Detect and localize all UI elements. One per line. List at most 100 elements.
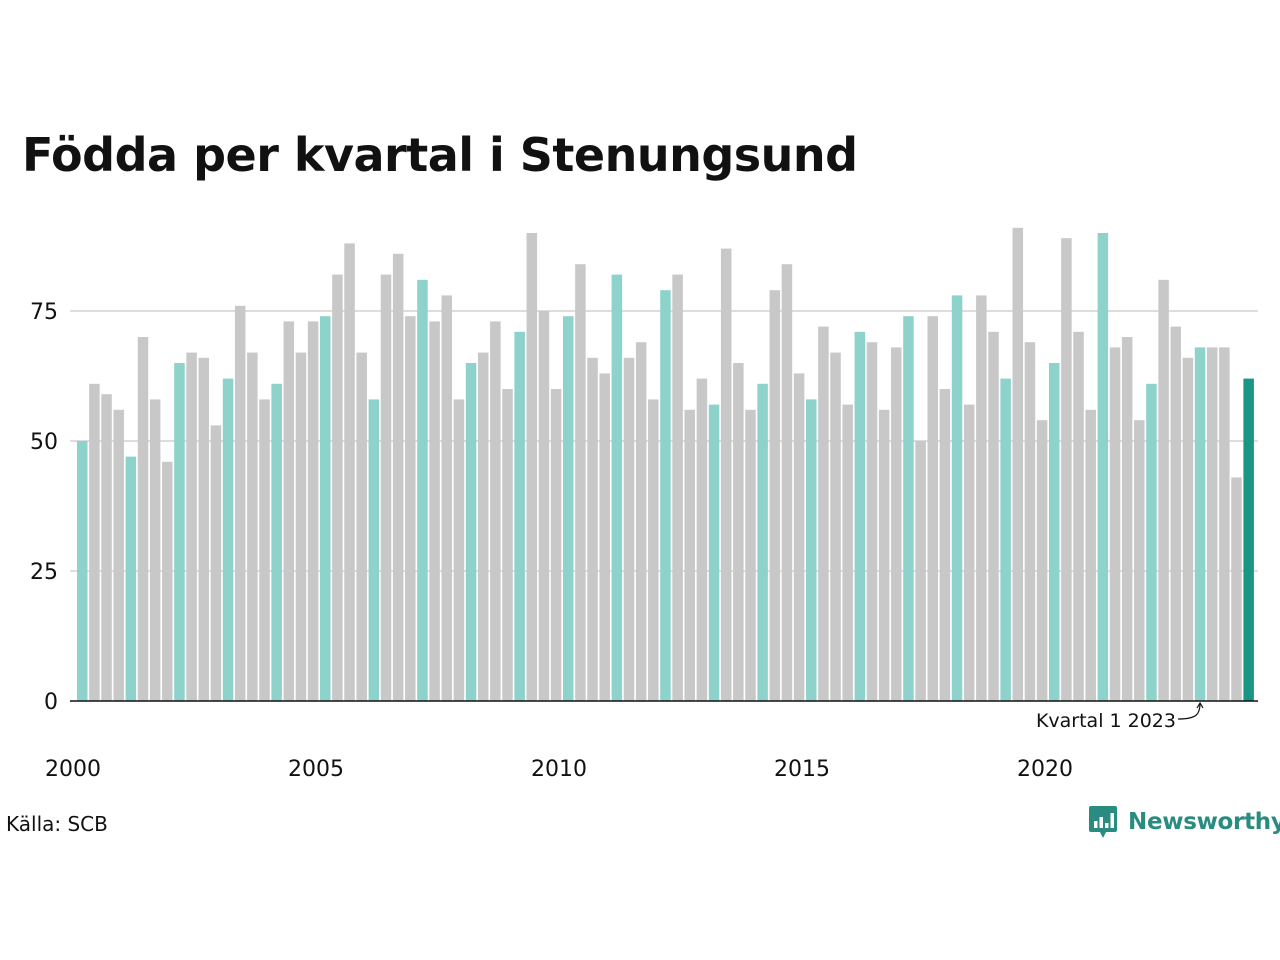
y-tick-label: 25 [30, 560, 58, 585]
bar [575, 264, 586, 701]
x-tick-label: 2005 [288, 757, 344, 782]
bar [417, 279, 428, 701]
bar [101, 394, 112, 701]
bar [1170, 326, 1181, 701]
bar [550, 389, 562, 701]
bar [162, 461, 173, 701]
bar [611, 274, 623, 701]
source-note: Källa: SCB [6, 812, 108, 836]
y-tick-label: 50 [30, 430, 58, 455]
annotation-label: Kvartal 1 2023 [1036, 710, 1176, 732]
bar [793, 373, 805, 701]
bar [1073, 331, 1084, 701]
bar [368, 399, 380, 701]
bar [307, 321, 319, 701]
x-tick-label: 2020 [1017, 757, 1073, 782]
bar [599, 373, 610, 701]
bar [356, 352, 367, 701]
bar [271, 383, 282, 701]
bar [125, 456, 137, 701]
bar [696, 378, 708, 701]
bar [174, 363, 185, 701]
bar [247, 352, 258, 701]
bar [502, 389, 513, 701]
bar [210, 425, 222, 701]
bar [429, 321, 440, 701]
bar [453, 399, 465, 701]
bar [733, 363, 744, 701]
bar [1061, 238, 1072, 701]
bar [477, 352, 489, 701]
bar [259, 399, 270, 701]
bar [757, 383, 768, 701]
bar [1121, 337, 1133, 701]
bar [1182, 357, 1194, 701]
bar [1243, 378, 1254, 701]
chart-title: Födda per kvartal i Stenungsund [22, 128, 858, 182]
bar [720, 248, 732, 701]
y-tick-label: 0 [44, 690, 58, 715]
bar [405, 316, 416, 701]
bar [939, 389, 951, 701]
x-tick-label: 2015 [774, 757, 830, 782]
bar [866, 342, 878, 701]
newsworthy-chart-icon [1089, 806, 1117, 838]
bar [1219, 347, 1230, 701]
newsworthy-logo: Newsworthy [1088, 804, 1280, 840]
bar [77, 441, 88, 701]
bar [222, 378, 234, 701]
bar [988, 331, 999, 701]
bar [818, 326, 829, 701]
bar [1194, 347, 1206, 701]
x-tick-label: 2000 [45, 757, 101, 782]
bar [320, 316, 331, 701]
bars [77, 227, 1254, 702]
bar [186, 352, 197, 701]
bar [963, 404, 975, 701]
bar [830, 352, 841, 701]
bar [878, 409, 890, 701]
annotation-arrow [1177, 701, 1204, 720]
bar [769, 290, 781, 701]
bar [441, 295, 452, 701]
bar [976, 295, 987, 701]
bar [1097, 233, 1109, 701]
bar [526, 233, 538, 701]
bar [89, 383, 100, 701]
bar [587, 357, 598, 701]
bar [1000, 378, 1011, 701]
bar [648, 399, 659, 701]
x-axis-ticks: 2000 2005 2010 2015 2020 [45, 757, 1073, 782]
bar [1085, 409, 1096, 701]
bar [684, 409, 695, 701]
bar [283, 321, 295, 701]
y-axis-ticks: 0 25 50 75 [30, 300, 58, 715]
bar [380, 274, 392, 701]
bar [514, 331, 525, 701]
bar [1146, 383, 1157, 701]
bar [781, 264, 793, 701]
bar [745, 409, 756, 701]
bar [1012, 227, 1024, 702]
bar [198, 357, 209, 701]
bar [951, 295, 963, 701]
bar [392, 253, 404, 702]
bar [1036, 420, 1048, 701]
bar [623, 357, 635, 701]
bar [538, 311, 550, 701]
bar [344, 243, 355, 701]
bar [490, 321, 501, 701]
bar [1024, 342, 1036, 701]
bar [1158, 279, 1169, 701]
bar [295, 352, 307, 701]
latest-annotation: Kvartal 1 2023 [1036, 701, 1204, 732]
bar [113, 409, 124, 701]
bar [903, 316, 914, 701]
bar [854, 331, 866, 701]
bar [1109, 347, 1121, 701]
x-tick-label: 2010 [531, 757, 587, 782]
bar [465, 363, 477, 701]
bar [660, 290, 671, 701]
bar [891, 347, 902, 701]
